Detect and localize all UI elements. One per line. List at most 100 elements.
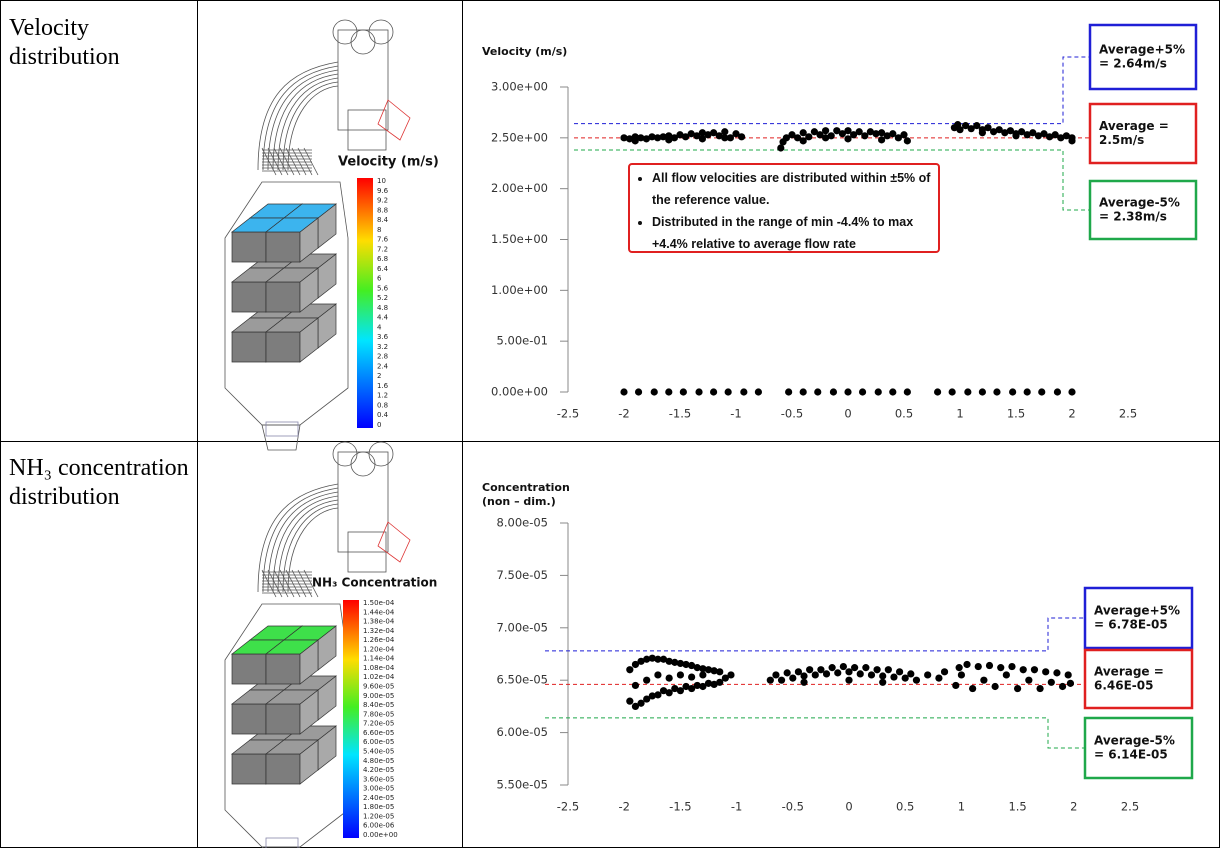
data-point [1008,663,1015,670]
x-tick-label: 2.5 [1121,800,1139,814]
data-point [740,388,747,395]
data-point [665,388,672,395]
data-point [875,388,882,395]
x-tick-label: 2.5 [1119,407,1137,421]
x-tick-label: 1.5 [1008,800,1026,814]
data-point [1020,666,1027,673]
colorbar-label: 6 [377,275,382,283]
duct-line [258,62,338,170]
data-point [958,671,965,678]
data-point [778,677,785,684]
colorbar-label: 8 [377,226,381,234]
cube-front [232,332,266,362]
data-point [710,388,717,395]
colorbar-label: 4.20e-05 [363,766,394,774]
colorbar-label: 1.26e-04 [363,636,395,644]
data-point [975,663,982,670]
data-point [986,662,993,669]
data-point [834,669,841,676]
reference-label: Average = [1094,665,1164,679]
data-point [654,671,661,678]
annotation-item: Distributed in the range of min -4.4% to… [652,211,934,255]
colorbar-label: 1.2 [377,392,388,400]
data-point [969,685,976,692]
duct-ring [333,20,357,44]
data-point [822,127,829,134]
red-frame [378,522,410,562]
data-point [878,136,885,143]
data-point [643,677,650,684]
cube-front [266,332,300,362]
duct-line [283,82,338,170]
row-label: NH₃ concentration distribution [9,454,194,512]
data-point [879,679,886,686]
cube-front [266,754,300,784]
reference-line [545,618,1085,651]
data-point [851,664,858,671]
y-tick-label: 5.50e-05 [497,778,548,792]
duct-box [338,452,388,552]
data-point [941,668,948,675]
x-tick-label: 2 [1070,800,1077,814]
cube-front [266,232,300,262]
cube-front [266,654,300,684]
data-point [800,137,807,144]
colorbar-label: 7.6 [377,236,389,244]
colorbar-label: 1.20e-05 [363,812,394,820]
annotation-item: All flow velocities are distributed with… [652,167,934,211]
y-tick-label: 0.00e+00 [491,385,548,399]
y-tick-label: 1.50e+00 [491,232,548,246]
data-point [632,682,639,689]
data-point [1038,388,1045,395]
data-point [738,133,745,140]
x-tick-label: 1.5 [1007,407,1025,421]
data-point [844,388,851,395]
colorbar-label: 0.00e+00 [363,831,398,839]
data-point [632,137,639,144]
data-point [1065,671,1072,678]
data-point [913,677,920,684]
y-tick-label: 2.50e+00 [491,130,548,144]
data-point [1025,677,1032,684]
y-tick-label: 7.00e-05 [497,620,548,634]
data-point [680,388,687,395]
y-axis-title: Velocity (m/s) [482,45,567,58]
reference-line [574,57,1090,124]
data-point [716,668,723,675]
colorbar-label: 4 [377,323,382,331]
hopper [262,425,300,450]
colorbar-label: 9.6 [377,187,389,195]
colorbar-label: 3.60e-05 [363,775,394,783]
colorbar-label: 9.2 [377,197,388,205]
duct-ring [333,442,357,466]
colorbar-label: 2 [377,372,381,380]
data-point [890,673,897,680]
data-point [979,388,986,395]
colorbar-label: 1.20e-04 [363,645,395,653]
colorbar-label: 6.00e-06 [363,822,395,830]
cube-front [232,704,266,734]
x-tick-label: 2 [1068,407,1075,421]
data-point [1048,679,1055,686]
data-point [900,131,907,138]
data-point [964,388,971,395]
data-point [868,671,875,678]
data-point [952,682,959,689]
duct-line [263,66,338,170]
data-point [772,671,779,678]
colorbar-label: 2.4 [377,362,389,370]
data-point [885,666,892,673]
annotation-box: All flow velocities are distributed with… [628,163,940,253]
colorbar-label: 0.4 [377,411,389,419]
data-point [727,671,734,678]
x-tick-label: -0.5 [782,800,804,814]
colorbar-label: 4.8 [377,304,388,312]
x-tick-label: -1 [730,407,741,421]
x-tick-label: -2.5 [557,800,579,814]
x-tick-label: -1 [731,800,742,814]
reference-label: Average-5% [1099,196,1180,210]
colorbar-label: 3.2 [377,343,388,351]
colorbar [343,600,359,838]
data-point [785,388,792,395]
data-point [904,137,911,144]
